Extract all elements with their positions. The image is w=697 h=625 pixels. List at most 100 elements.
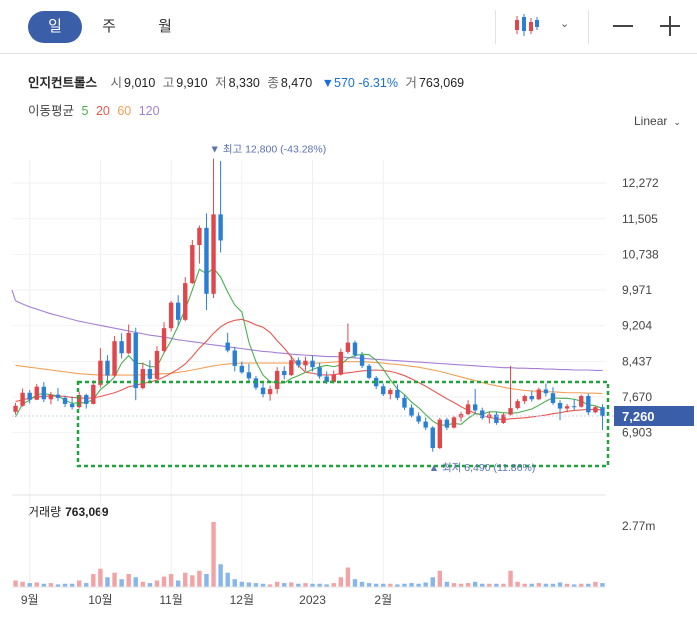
open-value: 9,010 bbox=[124, 76, 156, 90]
candle-body bbox=[501, 414, 506, 423]
candle-body bbox=[140, 369, 146, 389]
volume-bar bbox=[366, 583, 372, 587]
volume-bar bbox=[487, 583, 492, 587]
candle-body bbox=[225, 342, 230, 351]
y-tick-label: 11,505 bbox=[622, 212, 658, 226]
volume-bar bbox=[472, 581, 478, 587]
volume-bar bbox=[593, 581, 598, 587]
close-label: 종 bbox=[267, 76, 279, 90]
toolbar-divider bbox=[495, 10, 496, 44]
volume-bar bbox=[451, 583, 457, 587]
volume-bar bbox=[465, 583, 471, 587]
volume-bar bbox=[98, 568, 103, 587]
volume-bar bbox=[147, 583, 153, 587]
y-tick-label: 6,903 bbox=[622, 426, 652, 440]
candle-body bbox=[402, 397, 407, 408]
volume-bar bbox=[345, 567, 351, 587]
candle-body bbox=[465, 404, 471, 415]
candle-body bbox=[317, 367, 322, 377]
volume-value: 763,069 bbox=[418, 76, 465, 90]
max-price-annotation: ▼ 최고 12,800 (-43.28%) bbox=[210, 144, 327, 156]
candle-body bbox=[366, 365, 372, 378]
volume-bar bbox=[423, 582, 428, 587]
quote-summary: 인지컨트롤스 시 9,010 고 9,910 저 8,330 종 8,470 ▼570 … bbox=[28, 72, 464, 91]
candle-body bbox=[119, 341, 124, 354]
volume-bar bbox=[161, 576, 167, 587]
candle-body bbox=[133, 332, 138, 389]
volume-bar bbox=[282, 583, 287, 587]
volume-bar bbox=[126, 574, 131, 587]
candle-body bbox=[246, 372, 252, 379]
candle-body bbox=[310, 360, 315, 368]
volume-bar bbox=[338, 577, 344, 587]
volume-bar bbox=[352, 579, 358, 587]
x-tick-label: 9월 bbox=[21, 593, 39, 607]
candle-body bbox=[218, 214, 223, 241]
x-tick-label: 2023 bbox=[299, 593, 326, 607]
candle-body bbox=[260, 387, 266, 395]
y-tick-label: 9,204 bbox=[622, 319, 652, 333]
volume-bar bbox=[600, 583, 605, 587]
volume-bar bbox=[494, 583, 499, 587]
volume-bar bbox=[550, 583, 556, 587]
candle-body bbox=[451, 417, 457, 428]
candle-body bbox=[529, 396, 534, 400]
candle-body bbox=[381, 386, 386, 395]
volume-bar bbox=[62, 583, 68, 587]
x-tick-label: 12월 bbox=[230, 593, 254, 607]
candle-body bbox=[550, 393, 556, 403]
candle-body bbox=[515, 401, 520, 409]
ma60-label[interactable]: 60 bbox=[117, 104, 132, 118]
scale-dropdown[interactable]: Linear ⌄ bbox=[634, 114, 681, 128]
candle-body bbox=[373, 377, 379, 387]
plus-icon[interactable] bbox=[660, 16, 680, 36]
candle-body bbox=[437, 419, 443, 449]
ma20-label[interactable]: 20 bbox=[95, 104, 110, 118]
volume-bar bbox=[232, 579, 237, 587]
volume-bar bbox=[76, 580, 82, 587]
volume-bar bbox=[331, 583, 336, 587]
volume-bar bbox=[480, 583, 485, 587]
volume-bar bbox=[119, 579, 124, 587]
candle-body bbox=[564, 406, 570, 409]
volume-bar bbox=[168, 574, 174, 587]
volume-panel-value: 763,069 bbox=[65, 505, 109, 519]
volume-bar bbox=[260, 583, 266, 587]
candle-body bbox=[126, 332, 131, 354]
candle-body bbox=[190, 245, 195, 284]
y-tick-label: 8,437 bbox=[622, 354, 652, 368]
period-weekly-button[interactable]: 주 bbox=[102, 18, 116, 35]
close-value: 8,470 bbox=[280, 76, 313, 90]
volume-bar bbox=[34, 582, 39, 587]
volume-bar bbox=[508, 570, 513, 587]
candle-body bbox=[303, 360, 308, 366]
stock-name: 인지컨트롤스 bbox=[28, 76, 98, 90]
period-daily-button[interactable]: 일 bbox=[28, 11, 82, 43]
chevron-down-icon[interactable]: ⌄ bbox=[560, 18, 570, 30]
ma5-label[interactable]: 5 bbox=[81, 104, 89, 118]
candle-body bbox=[494, 414, 499, 423]
candle-body bbox=[20, 392, 25, 406]
ma5-line bbox=[15, 267, 603, 426]
volume-bar bbox=[246, 582, 252, 587]
volume-bar bbox=[557, 582, 563, 587]
candle-body bbox=[84, 395, 89, 404]
period-monthly-button[interactable]: 월 bbox=[158, 18, 172, 35]
ma60-line bbox=[15, 361, 603, 395]
volume-bar bbox=[501, 583, 506, 587]
minus-icon[interactable] bbox=[613, 25, 633, 27]
volume-bar bbox=[69, 583, 75, 587]
candlestick-icon[interactable] bbox=[514, 14, 540, 36]
low-value: 8,330 bbox=[228, 76, 260, 90]
min-price-annotation: ▲ 최저 6,490 (11.86%) bbox=[429, 462, 536, 474]
candle-body bbox=[352, 342, 358, 356]
candle-body bbox=[536, 389, 542, 400]
volume-bar bbox=[310, 583, 315, 587]
toolbar-divider bbox=[588, 10, 589, 44]
candle-body bbox=[197, 227, 202, 246]
ma120-label[interactable]: 120 bbox=[138, 104, 160, 118]
candle-body bbox=[423, 421, 428, 428]
candle-body bbox=[359, 355, 365, 366]
candle-body bbox=[508, 408, 513, 415]
